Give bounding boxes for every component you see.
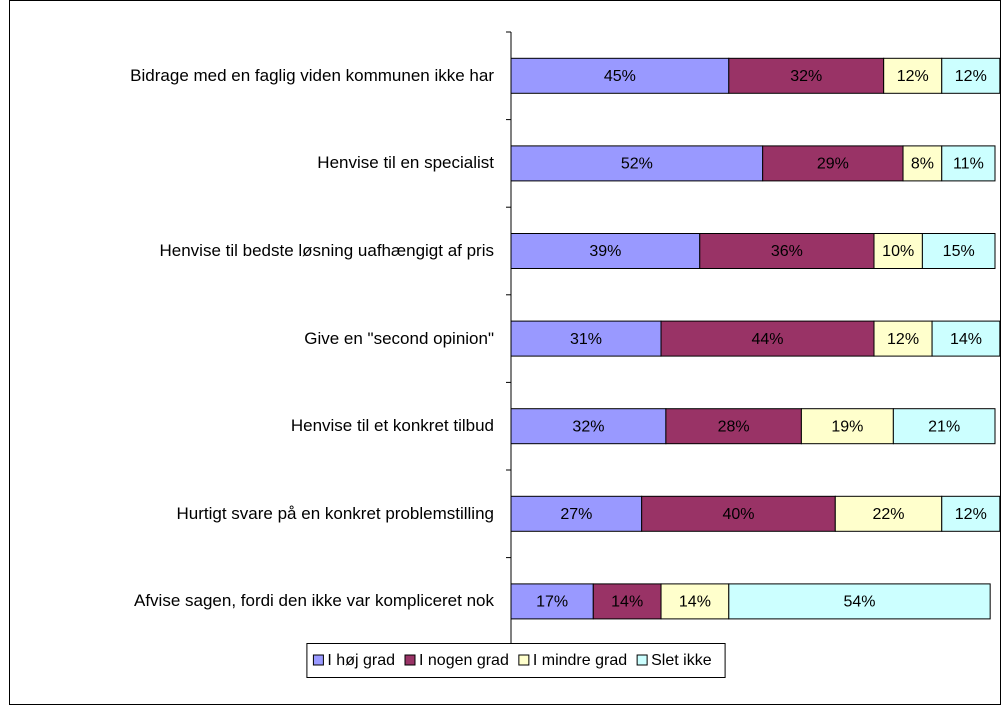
data-label: 39% — [589, 243, 621, 260]
bar-segment — [892, 408, 996, 445]
data-label: 32% — [572, 418, 604, 435]
data-label: 14% — [679, 594, 711, 611]
bar-segment — [941, 57, 1001, 94]
category-label-box: Afvise sagen, fordi den ikke var komplic… — [14, 561, 494, 641]
category-label-box: Bidrage med en faglig viden kommunen ikk… — [14, 36, 494, 116]
y-tick-label: Henvise til et konkret tilbud — [290, 416, 494, 436]
bar-segment — [762, 145, 904, 182]
legend-swatch — [518, 654, 530, 666]
data-label: 31% — [570, 331, 602, 348]
data-label: 54% — [843, 594, 875, 611]
data-label: 12% — [897, 68, 929, 85]
legend-swatch — [404, 654, 416, 666]
bar-segment — [510, 408, 667, 445]
data-label: 11% — [953, 156, 984, 173]
data-label: 29% — [817, 156, 849, 173]
data-label: 12% — [955, 68, 987, 85]
data-label: 22% — [873, 506, 905, 523]
bar-segment — [931, 320, 1001, 357]
legend-label: I nogen grad — [419, 652, 509, 669]
bar-segment — [665, 408, 802, 445]
category-label-box: Hurtigt svare på en konkret problemstill… — [14, 474, 494, 554]
data-label: 21% — [928, 418, 960, 435]
data-label: 14% — [611, 594, 643, 611]
bar-segment — [873, 233, 923, 269]
bar-segment — [510, 320, 662, 357]
data-label: 36% — [771, 243, 803, 260]
bar-segment — [873, 320, 933, 357]
chart-frame — [9, 0, 1001, 705]
bar-segment — [592, 583, 662, 620]
data-label: 15% — [943, 243, 975, 260]
y-tick-label: Hurtigt svare på en konkret problemstill… — [176, 503, 494, 523]
legend-label: Slet ikke — [651, 652, 712, 669]
bar-segment — [660, 583, 730, 620]
y-tick-label: Bidrage med en faglig viden kommunen ikk… — [130, 65, 494, 85]
bar-segment — [510, 583, 594, 620]
bar-segment — [641, 495, 836, 532]
data-label: 17% — [536, 594, 568, 611]
category-label-box: Henvise til et konkret tilbud — [14, 386, 494, 466]
data-label: 8% — [911, 156, 934, 173]
bar-segment — [834, 495, 943, 532]
data-label: 12% — [887, 331, 919, 348]
bar-segment — [728, 57, 885, 94]
legend-swatch — [312, 654, 324, 666]
data-label: 10% — [882, 243, 914, 260]
category-label-box: Give en "second opinion" — [14, 299, 494, 379]
data-label: 32% — [790, 68, 822, 85]
legend-swatch — [636, 654, 648, 666]
data-label: 14% — [950, 331, 982, 348]
data-label: 52% — [621, 156, 653, 173]
legend-label: I høj grad — [327, 652, 395, 669]
y-tick-label: Henvise til en specialist — [317, 153, 494, 173]
y-tick-label: Give en "second opinion" — [304, 328, 494, 348]
bar-segment — [941, 145, 996, 182]
category-label-box: Henvise til en specialist — [14, 123, 494, 203]
data-label: 12% — [955, 506, 987, 523]
data-label: 27% — [560, 506, 592, 523]
legend-label: I mindre grad — [533, 652, 627, 669]
bar-segment — [510, 233, 701, 269]
bar-segment — [921, 233, 996, 269]
data-label: 44% — [752, 331, 784, 348]
bar-segment — [883, 57, 943, 94]
category-label-box: Henvise til bedste løsning uafhængigt af… — [14, 211, 494, 291]
bar-segment — [902, 145, 943, 182]
data-label: 28% — [718, 418, 750, 435]
data-label: 40% — [722, 506, 754, 523]
bar-segment — [699, 233, 875, 269]
bar-segment — [728, 583, 991, 620]
bar-segment — [800, 408, 894, 445]
y-tick-label: Afvise sagen, fordi den ikke var komplic… — [133, 591, 494, 611]
data-label: 45% — [604, 68, 636, 85]
y-tick-label: Henvise til bedste løsning uafhængigt af… — [159, 241, 494, 260]
bar-segment — [941, 495, 1001, 532]
legend-box — [306, 643, 726, 678]
data-label: 19% — [831, 418, 863, 435]
